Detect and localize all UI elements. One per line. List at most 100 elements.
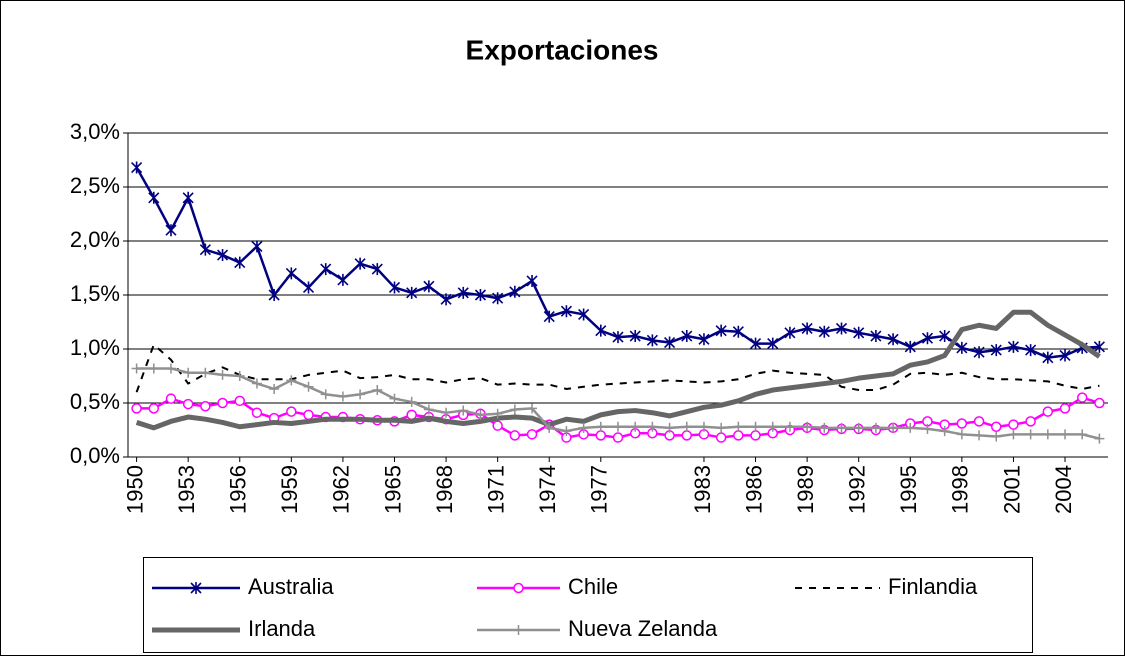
marker <box>835 322 848 335</box>
marker <box>1025 344 1037 357</box>
marker <box>681 330 693 343</box>
x-tick-label: 1998 <box>948 465 973 514</box>
marker <box>749 337 762 350</box>
marker <box>939 426 950 437</box>
marker <box>595 421 606 432</box>
marker <box>457 286 469 299</box>
marker <box>544 422 555 433</box>
marker <box>423 280 435 293</box>
marker <box>1094 397 1105 409</box>
marker <box>922 423 933 434</box>
marker <box>337 273 349 286</box>
marker <box>441 407 452 418</box>
marker <box>904 340 916 353</box>
marker <box>354 257 366 270</box>
marker <box>1076 392 1088 403</box>
series-line <box>135 343 1100 393</box>
marker <box>887 333 899 346</box>
marker <box>1025 429 1036 440</box>
marker <box>716 422 727 433</box>
marker <box>767 421 778 432</box>
marker <box>973 346 985 359</box>
marker <box>492 408 503 419</box>
marker <box>234 256 246 269</box>
marker <box>888 422 899 433</box>
marker <box>732 325 744 338</box>
marker <box>251 240 263 253</box>
legend-label: Chile <box>568 574 618 599</box>
legend-label: Australia <box>248 574 334 599</box>
x-tick-label: 1986 <box>741 465 766 514</box>
marker <box>990 421 1002 433</box>
marker <box>1059 349 1071 362</box>
marker <box>613 421 623 432</box>
marker <box>629 330 641 343</box>
marker <box>423 404 434 415</box>
marker <box>818 325 830 338</box>
marker <box>440 293 452 306</box>
x-tick-label: 1956 <box>226 465 251 514</box>
marker <box>681 421 692 432</box>
marker <box>870 422 881 433</box>
marker <box>199 243 211 256</box>
marker <box>268 289 280 301</box>
marker <box>513 625 524 635</box>
marker <box>715 432 727 443</box>
marker <box>1093 340 1105 353</box>
marker <box>303 409 314 421</box>
marker <box>183 367 194 378</box>
marker <box>612 331 624 344</box>
marker <box>939 330 951 343</box>
marker <box>234 371 245 381</box>
marker <box>1008 419 1019 430</box>
marker <box>802 421 813 432</box>
marker <box>595 324 607 337</box>
marker <box>1007 340 1020 353</box>
y-tick-label: 2,5% <box>70 173 120 198</box>
marker <box>974 430 985 441</box>
x-tick-label: 1983 <box>690 465 715 514</box>
marker <box>217 369 228 380</box>
marker <box>509 404 520 415</box>
marker <box>991 431 1002 442</box>
marker <box>131 161 143 174</box>
marker <box>973 416 985 427</box>
series-line <box>135 309 1101 431</box>
marker <box>320 389 331 400</box>
marker <box>560 305 572 318</box>
marker <box>664 336 676 349</box>
marker <box>578 422 589 433</box>
x-tick-label: 1950 <box>122 465 147 514</box>
y-tick-label: 0,5% <box>70 389 120 414</box>
marker <box>475 409 486 420</box>
marker <box>131 403 142 414</box>
marker <box>406 409 417 421</box>
x-tick-label: 1965 <box>380 465 405 514</box>
marker <box>234 395 246 407</box>
marker <box>956 418 968 429</box>
marker <box>853 422 864 433</box>
marker <box>303 381 314 392</box>
marker <box>612 432 624 443</box>
marker <box>406 286 418 299</box>
marker <box>630 421 641 432</box>
marker <box>956 429 967 440</box>
x-tick-label: 1962 <box>329 465 354 514</box>
marker <box>1059 403 1071 414</box>
marker <box>251 378 262 389</box>
marker <box>217 397 228 409</box>
marker <box>458 405 469 416</box>
marker <box>1060 429 1071 440</box>
legend-label: Finlandia <box>888 574 978 599</box>
marker <box>750 430 761 441</box>
marker <box>1094 433 1105 444</box>
marker <box>698 333 710 346</box>
marker <box>578 308 590 321</box>
marker <box>200 400 211 412</box>
marker <box>389 393 400 404</box>
legend-label: Irlanda <box>248 616 316 641</box>
marker <box>302 281 315 294</box>
x-tick-label: 1974 <box>535 465 560 514</box>
marker <box>1025 416 1036 427</box>
